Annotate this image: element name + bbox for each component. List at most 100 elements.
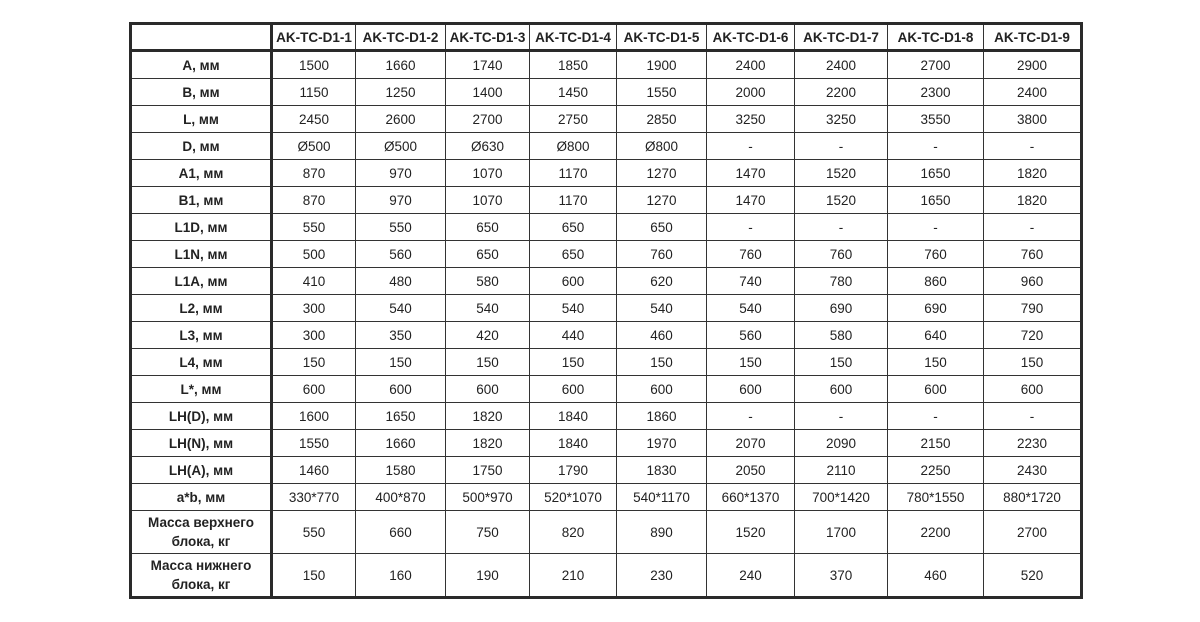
table-row: L, мм 2450 2600 2700 2750 2850 3250 3250 3550 380… bbox=[130, 105, 1082, 133]
table-row: Масса верхнего блока, кг 550 660 750 820 890 1… bbox=[130, 510, 1082, 554]
row-label: D, мм bbox=[130, 132, 273, 160]
table-cell: 2750 bbox=[529, 105, 617, 133]
table-cell: 150 bbox=[983, 348, 1082, 376]
table-cell: 480 bbox=[355, 267, 446, 295]
table-row: B, мм 1150 1250 1400 1450 1550 2000 2200 2300 240… bbox=[130, 78, 1082, 106]
table-cell: 860 bbox=[887, 267, 984, 295]
table-cell: 3550 bbox=[887, 105, 984, 133]
table-cell: 160 bbox=[355, 553, 446, 598]
table-row: L3, мм 300 350 420 440 460 560 580 640 720 bbox=[130, 321, 1082, 349]
table-cell: 780 bbox=[794, 267, 888, 295]
model-header: AK-TC-D1-2 bbox=[355, 23, 446, 51]
row-label: A, мм bbox=[130, 50, 273, 79]
row-label: Масса нижнего блока, кг bbox=[130, 553, 273, 598]
table-cell: 2050 bbox=[706, 456, 795, 484]
table-cell: 150 bbox=[271, 348, 356, 376]
table-cell: 650 bbox=[529, 240, 617, 268]
table-cell: - bbox=[706, 132, 795, 160]
table-cell: 3250 bbox=[706, 105, 795, 133]
table-cell: 760 bbox=[983, 240, 1082, 268]
row-label: L1N, мм bbox=[130, 240, 273, 268]
table-cell: 1250 bbox=[355, 78, 446, 106]
model-header: AK-TC-D1-7 bbox=[794, 23, 888, 51]
table-cell: 960 bbox=[983, 267, 1082, 295]
table-cell: 150 bbox=[355, 348, 446, 376]
model-header: AK-TC-D1-6 bbox=[706, 23, 795, 51]
table-cell: 540 bbox=[445, 294, 530, 322]
table-cell: 540 bbox=[529, 294, 617, 322]
table-cell: 1660 bbox=[355, 429, 446, 457]
table-cell: 3800 bbox=[983, 105, 1082, 133]
table-cell: 2600 bbox=[355, 105, 446, 133]
table-cell: 2900 bbox=[983, 50, 1082, 79]
table-cell: 2430 bbox=[983, 456, 1082, 484]
table-cell: 870 bbox=[271, 186, 356, 214]
table-cell: 600 bbox=[355, 375, 446, 403]
table-row: A1, мм 870 970 1070 1170 1270 1470 1520 1650 1820 bbox=[130, 159, 1082, 187]
row-label: L1D, мм bbox=[130, 213, 273, 241]
table-cell: 600 bbox=[794, 375, 888, 403]
table-cell: 1650 bbox=[355, 402, 446, 430]
table-cell: 1790 bbox=[529, 456, 617, 484]
table-row: Масса нижнего блока, кг 150 160 190 210 230 24… bbox=[130, 553, 1082, 598]
table-cell: 620 bbox=[616, 267, 707, 295]
table-cell: 150 bbox=[794, 348, 888, 376]
table-cell: - bbox=[887, 402, 984, 430]
table-cell: 720 bbox=[983, 321, 1082, 349]
table-cell: 150 bbox=[706, 348, 795, 376]
table-cell: 2700 bbox=[445, 105, 530, 133]
table-cell: 1740 bbox=[445, 50, 530, 79]
table-cell: 550 bbox=[271, 510, 356, 554]
table-cell: 650 bbox=[616, 213, 707, 241]
table-cell: 2150 bbox=[887, 429, 984, 457]
table-cell: 150 bbox=[887, 348, 984, 376]
row-label: LH(A), мм bbox=[130, 456, 273, 484]
row-label: a*b, мм bbox=[130, 483, 273, 511]
table-cell: 600 bbox=[983, 375, 1082, 403]
table-cell: 970 bbox=[355, 159, 446, 187]
table-cell: 240 bbox=[706, 553, 795, 598]
table-cell: 600 bbox=[445, 375, 530, 403]
table-cell: 2200 bbox=[794, 78, 888, 106]
table-cell: 500 bbox=[271, 240, 356, 268]
table-cell: 760 bbox=[887, 240, 984, 268]
table-cell: Ø800 bbox=[616, 132, 707, 160]
table-cell: 760 bbox=[706, 240, 795, 268]
table-cell: 870 bbox=[271, 159, 356, 187]
table-cell: 150 bbox=[616, 348, 707, 376]
table-cell: 540 bbox=[355, 294, 446, 322]
table-cell: 350 bbox=[355, 321, 446, 349]
model-header: AK-TC-D1-5 bbox=[616, 23, 707, 51]
table-cell: 1600 bbox=[271, 402, 356, 430]
table-cell: 2230 bbox=[983, 429, 1082, 457]
table-cell: 600 bbox=[887, 375, 984, 403]
table-row: LH(A), мм 1460 1580 1750 1790 1830 2050 2110 225… bbox=[130, 456, 1082, 484]
table-cell: 1460 bbox=[271, 456, 356, 484]
table-row: L2, мм 300 540 540 540 540 540 690 690 790 bbox=[130, 294, 1082, 322]
corner-header bbox=[130, 23, 273, 51]
table-cell: 1270 bbox=[616, 186, 707, 214]
table-row: L4, мм 150 150 150 150 150 150 150 150 150 bbox=[130, 348, 1082, 376]
table-cell: 2400 bbox=[794, 50, 888, 79]
table-cell: 970 bbox=[355, 186, 446, 214]
table-cell: - bbox=[887, 132, 984, 160]
row-label: L, мм bbox=[130, 105, 273, 133]
table-cell: 300 bbox=[271, 321, 356, 349]
table-cell: 300 bbox=[271, 294, 356, 322]
table-cell: Ø500 bbox=[355, 132, 446, 160]
table-cell: 700*1420 bbox=[794, 483, 888, 511]
table-row: L*, мм 600 600 600 600 600 600 600 600 600 bbox=[130, 375, 1082, 403]
table-cell: 1900 bbox=[616, 50, 707, 79]
table-cell: - bbox=[983, 213, 1082, 241]
table-cell: 190 bbox=[445, 553, 530, 598]
table-cell: 2250 bbox=[887, 456, 984, 484]
table-cell: 760 bbox=[616, 240, 707, 268]
table-cell: 2450 bbox=[271, 105, 356, 133]
table-cell: 1840 bbox=[529, 429, 617, 457]
table-cell: 650 bbox=[445, 240, 530, 268]
model-header: AK-TC-D1-3 bbox=[445, 23, 530, 51]
table-cell: 1650 bbox=[887, 186, 984, 214]
table-cell: 1070 bbox=[445, 159, 530, 187]
table-cell: 600 bbox=[529, 375, 617, 403]
table-cell: 750 bbox=[445, 510, 530, 554]
